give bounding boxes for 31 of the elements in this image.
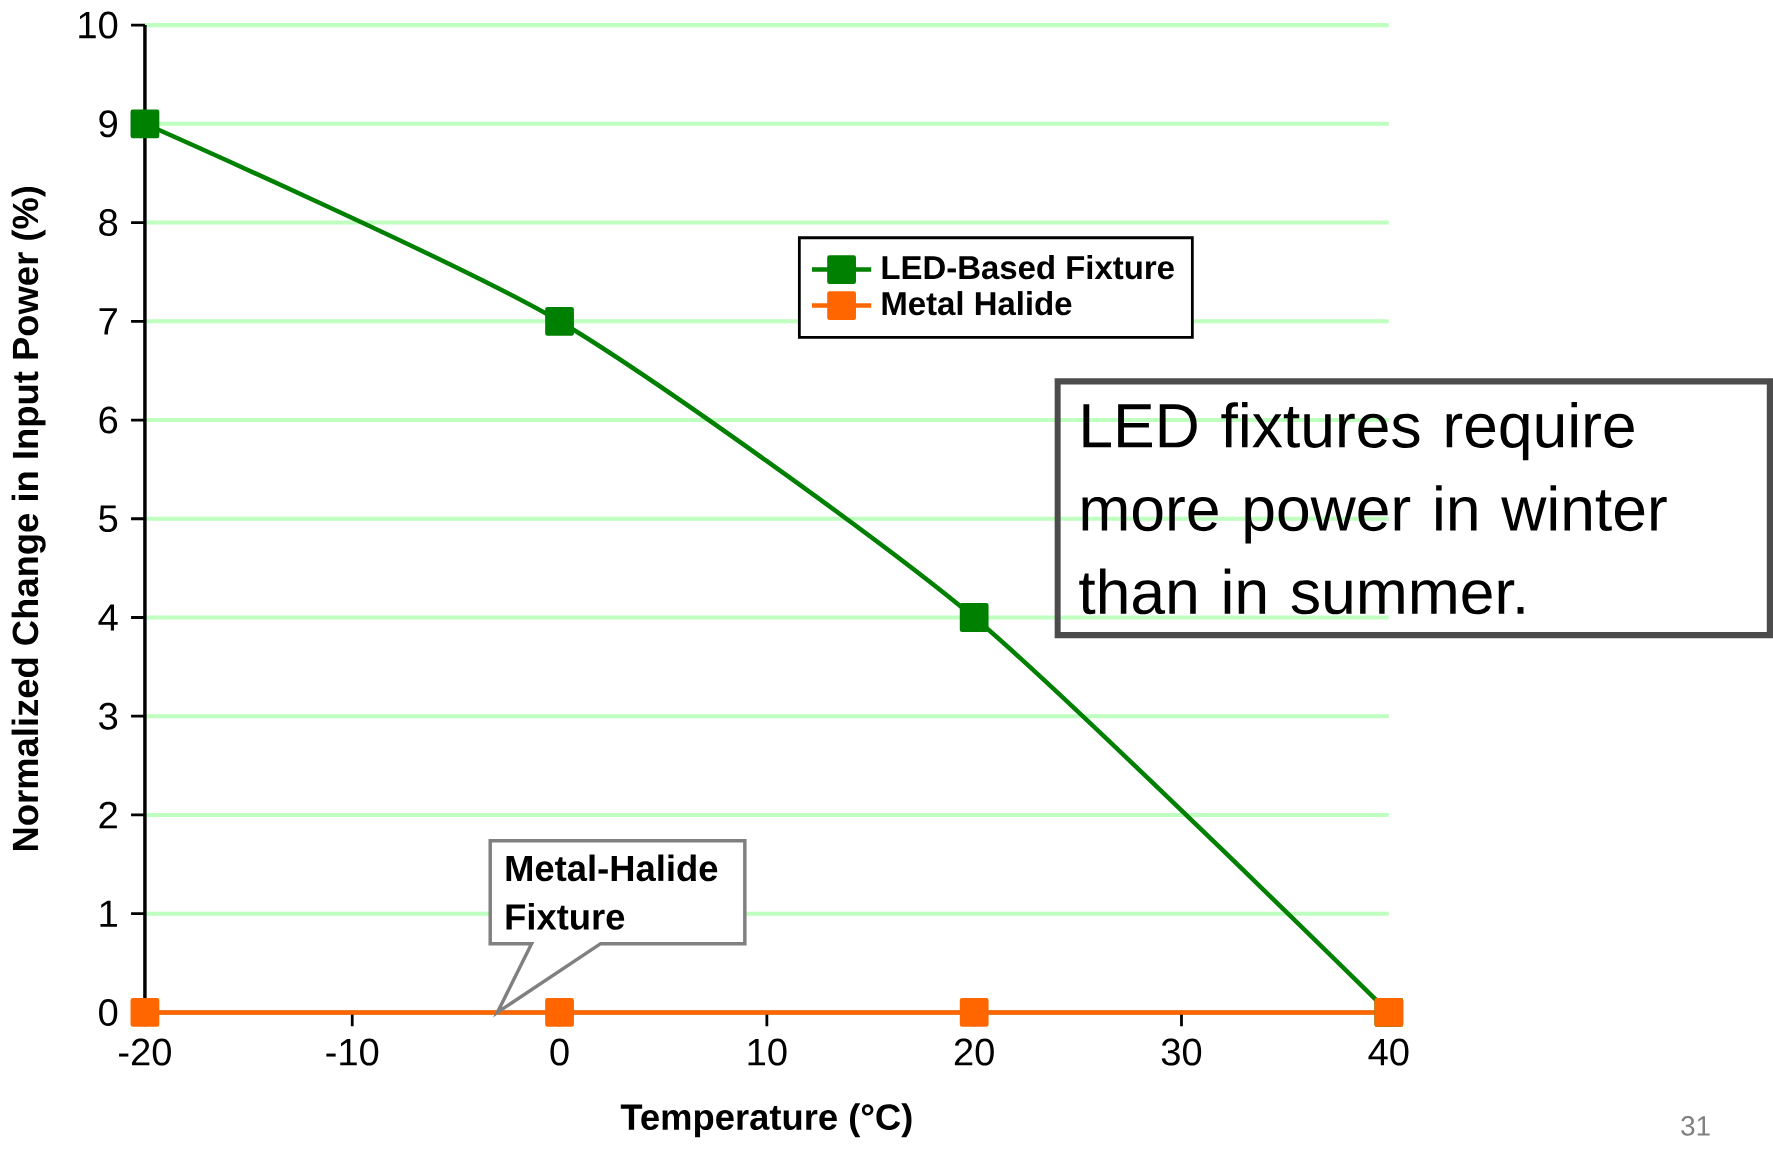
legend-label: Metal Halide <box>882 291 1072 316</box>
point <box>959 998 989 1027</box>
y-tick-label: 7 <box>99 308 117 335</box>
y-axis-title: Normalized Change in Input Power (%) <box>11 187 46 851</box>
point <box>130 998 160 1027</box>
y-tick-label: 8 <box>99 209 118 237</box>
point <box>130 109 160 139</box>
y-tick-label: 6 <box>99 406 118 434</box>
x-tick-label: 10 <box>748 1038 787 1066</box>
annotation: LED fixtures require more power in winter than in summer. <box>1079 402 1667 615</box>
y-tick-label: 9 <box>99 110 118 138</box>
y-tick-label: 10 <box>79 11 118 39</box>
y-tick-label: 4 <box>98 604 118 631</box>
x-tick-label: -10 <box>326 1038 379 1066</box>
text: 31 <box>1681 1116 1710 1136</box>
y-tick-label: 3 <box>99 702 118 730</box>
x-tick-label: 0 <box>550 1038 569 1066</box>
y-tick-label: 1 <box>100 900 117 927</box>
legend-label: LED-Based Fixture <box>882 255 1174 280</box>
y-tick-label: 2 <box>99 801 117 829</box>
y-tick-label: 0 <box>99 999 118 1027</box>
y-tick-label: 5 <box>99 505 118 533</box>
point <box>545 307 574 336</box>
point <box>545 998 574 1027</box>
x-tick-label: 20 <box>954 1038 994 1066</box>
x-axis-title: Temperature (°C) <box>620 1103 912 1138</box>
annotation: Metal-Halide Fixture <box>506 854 718 930</box>
x-tick-label: -20 <box>119 1038 171 1066</box>
point <box>959 603 989 633</box>
x-tick-label: 40 <box>1368 1038 1409 1066</box>
x-tick-label: 30 <box>1161 1038 1202 1066</box>
